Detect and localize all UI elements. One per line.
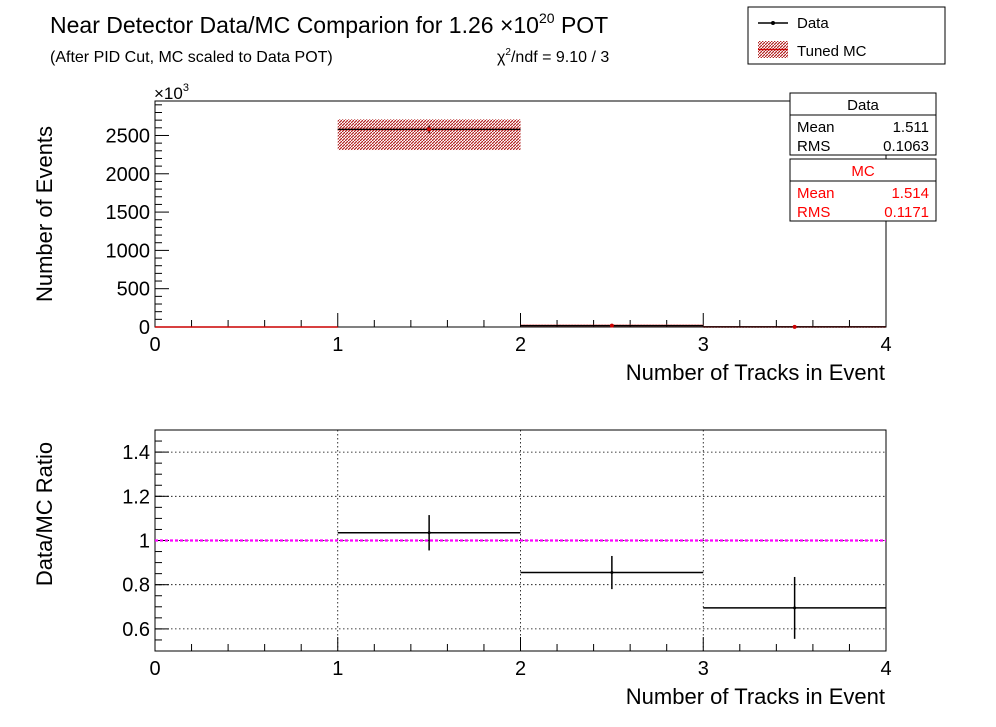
top-y-tick-label: 2000 (106, 164, 151, 186)
stats-data-rms-value: 0.1063 (883, 138, 929, 155)
mc-uncertainty-band (337, 119, 521, 151)
legend-mc-label: Tuned MC (797, 43, 867, 60)
chart-title-exponent: 20 (539, 10, 555, 26)
top-y-ticks: 0 500 1000 1500 2000 2500 (106, 104, 169, 339)
chi2-value: /ndf = 9.10 / 3 (511, 49, 609, 66)
bottom-x-ticks: 0 1 2 3 4 (149, 637, 892, 680)
ratio-point (610, 571, 614, 575)
legend-data-marker (771, 21, 775, 25)
bottom-y-tick-label: 1.2 (122, 486, 150, 508)
stats-mc-rms-value: 0.1171 (884, 204, 929, 221)
bottom-y-axis-label: Data/MC Ratio (32, 442, 57, 586)
bottom-x-tick-label: 1 (332, 658, 343, 680)
stats-data-rms-label: RMS (797, 138, 830, 155)
top-y-tick-label: 1500 (106, 202, 151, 224)
top-y-axis-label: Number of Events (32, 126, 57, 302)
stats-box-mc: MC Mean 1.514 RMS 0.1171 (789, 158, 937, 222)
bottom-x-tick-label: 3 (698, 658, 709, 680)
stats-data-mean-value: 1.511 (893, 119, 929, 136)
top-y-multiplier-base: ×10 (154, 84, 183, 103)
ratio-point (427, 531, 431, 535)
bottom-marks (155, 515, 886, 639)
top-y-tick-label: 1000 (106, 240, 151, 262)
top-y-tick-label: 2500 (106, 125, 151, 147)
chi2-superscript: 2 (505, 47, 511, 58)
bottom-y-tick-label: 1 (139, 531, 150, 553)
bottom-y-tick-label: 1.4 (122, 442, 150, 464)
data-point (427, 127, 432, 132)
top-x-tick-label: 3 (698, 334, 709, 356)
stats-mc-rms-label: RMS (797, 204, 830, 221)
stats-data-title: Data (847, 97, 879, 114)
top-y-multiplier: ×103 (154, 82, 189, 103)
top-y-tick-label: 500 (117, 279, 150, 301)
top-x-tick-label: 1 (332, 334, 343, 356)
stats-mc-title: MC (851, 163, 874, 180)
legend-data-label: Data (797, 15, 829, 32)
stats-mc-mean-label: Mean (797, 185, 835, 202)
stats-box-data: Data Mean 1.511 RMS 0.1063 (789, 92, 937, 156)
stats-data-frame (789, 92, 937, 156)
top-x-ticks: 0 1 2 3 4 (149, 313, 892, 356)
chi2-label: χ2/ndf = 9.10 / 3 (497, 47, 609, 66)
top-x-tick-label: 0 (149, 334, 160, 356)
bottom-x-tick-label: 4 (880, 658, 891, 680)
top-x-tick-label: 4 (880, 334, 891, 356)
bottom-x-tick-label: 2 (515, 658, 526, 680)
top-y-tick-label: 0 (139, 317, 150, 339)
top-y-multiplier-exp: 3 (183, 82, 189, 94)
chi2-symbol: χ (497, 49, 506, 66)
chart-subtitle: (After PID Cut, MC scaled to Data POT) (50, 49, 333, 66)
stats-data-mean-label: Mean (797, 119, 835, 136)
bottom-y-tick-label: 0.8 (122, 575, 150, 597)
top-x-axis-label: Number of Tracks in Event (626, 360, 885, 385)
legend: Data Tuned MC (747, 6, 946, 65)
stats-mc-mean-value: 1.514 (891, 185, 929, 202)
bottom-x-axis-label: Number of Tracks in Event (626, 684, 885, 709)
bottom-x-tick-label: 0 (149, 658, 160, 680)
top-marks (155, 119, 886, 329)
bottom-y-tick-label: 0.6 (122, 619, 150, 641)
bottom-y-ticks: 0.6 0.8 1 1.2 1.4 (122, 440, 169, 641)
top-x-tick-label: 2 (515, 334, 526, 356)
chart-title-main: Near Detector Data/MC Comparion for 1.26… (50, 12, 539, 38)
data-point (792, 324, 797, 329)
chart-title: Near Detector Data/MC Comparion for 1.26… (50, 10, 608, 38)
chart-title-suffix: POT (555, 12, 609, 38)
data-point (609, 323, 614, 328)
bottom-panel: 0.6 0.8 1 1.2 1.4 0 1 2 3 4 Data/MC Ratio Number… (32, 429, 892, 709)
stats-mc-frame (789, 158, 937, 222)
ratio-point (793, 606, 797, 610)
